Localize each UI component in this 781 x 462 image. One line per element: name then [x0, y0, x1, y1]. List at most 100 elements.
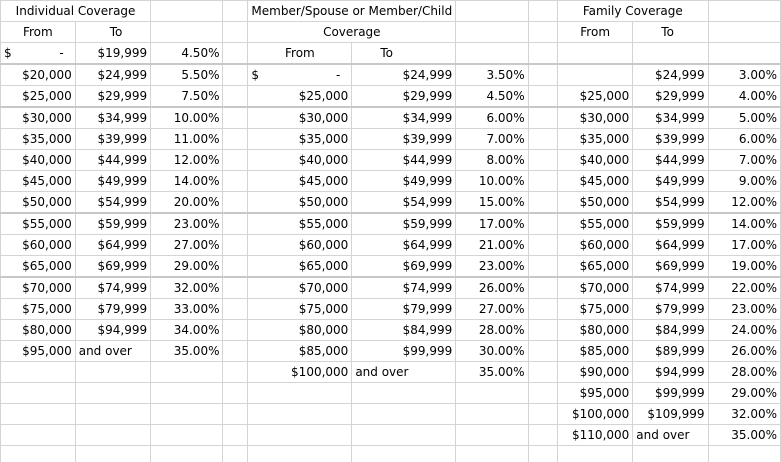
cell[interactable]: [150, 403, 224, 425]
to-cell[interactable]: $24,999: [632, 63, 709, 86]
cell[interactable]: [222, 170, 249, 192]
cell[interactable]: [222, 276, 249, 299]
rate-cell[interactable]: 11.00%: [150, 128, 224, 150]
cell[interactable]: [527, 85, 559, 108]
cell[interactable]: [351, 424, 457, 446]
cell[interactable]: [0, 382, 76, 404]
cell[interactable]: [707, 21, 781, 43]
from-cell[interactable]: $55,000: [247, 212, 353, 235]
individual-from-header[interactable]: From: [0, 21, 76, 43]
to-cell[interactable]: $34,999: [351, 106, 457, 129]
rate-cell[interactable]: 4.00%: [707, 85, 781, 108]
rate-cell[interactable]: 14.00%: [707, 212, 781, 235]
cell[interactable]: [222, 424, 249, 446]
from-cell[interactable]: $25,000: [247, 85, 353, 108]
cell[interactable]: [527, 234, 559, 256]
to-cell[interactable]: $99,999: [351, 340, 457, 362]
rate-cell[interactable]: 7.00%: [707, 149, 781, 171]
rate-cell[interactable]: 23.00%: [707, 298, 781, 320]
rate-cell[interactable]: 28.00%: [707, 361, 781, 383]
cell[interactable]: [0, 424, 76, 446]
cell[interactable]: [632, 445, 709, 462]
from-cell[interactable]: $55,000: [557, 212, 634, 235]
rate-cell[interactable]: 22.00%: [707, 276, 781, 299]
rate-cell[interactable]: 6.00%: [707, 128, 781, 150]
cell[interactable]: [527, 361, 559, 383]
rate-cell[interactable]: 7.00%: [455, 128, 529, 150]
to-cell[interactable]: $89,999: [632, 340, 709, 362]
rate-cell[interactable]: 34.00%: [150, 319, 224, 341]
from-cell[interactable]: $50,000: [557, 191, 634, 214]
cell[interactable]: [527, 42, 559, 65]
from-cell[interactable]: $25,000: [0, 85, 76, 108]
to-cell[interactable]: $49,999: [632, 170, 709, 192]
rate-cell[interactable]: 35.00%: [150, 340, 224, 362]
rate-cell[interactable]: 7.50%: [150, 85, 224, 108]
from-cell[interactable]: $35,000: [557, 128, 634, 150]
cell[interactable]: [455, 445, 529, 462]
family-from-header[interactable]: From: [557, 21, 634, 43]
individual-to-header[interactable]: To: [74, 21, 152, 43]
cell[interactable]: [351, 403, 457, 425]
from-cell[interactable]: $85,000: [557, 340, 634, 362]
from-cell[interactable]: $35,000: [0, 128, 76, 150]
from-cell[interactable]: $35,000: [247, 128, 353, 150]
cell[interactable]: [222, 340, 249, 362]
cell[interactable]: [351, 445, 457, 462]
rate-cell[interactable]: 27.00%: [455, 298, 529, 320]
cell[interactable]: [707, 42, 781, 65]
cell[interactable]: [527, 255, 559, 278]
rate-cell[interactable]: 8.00%: [455, 149, 529, 171]
cell[interactable]: [527, 149, 559, 171]
to-cell[interactable]: $64,999: [351, 234, 457, 256]
cell[interactable]: [0, 403, 76, 425]
rate-cell[interactable]: 27.00%: [150, 234, 224, 256]
to-cell[interactable]: $54,999: [74, 191, 152, 214]
from-cell[interactable]: $85,000: [247, 340, 353, 362]
to-cell[interactable]: $29,999: [351, 85, 457, 108]
from-cell[interactable]: $40,000: [557, 149, 634, 171]
from-cell[interactable]: $60,000: [557, 234, 634, 256]
from-cell[interactable]: $65,000: [557, 255, 634, 278]
to-cell[interactable]: $19,999: [74, 42, 152, 65]
from-cell[interactable]: $100,000: [557, 403, 634, 425]
rate-cell[interactable]: 23.00%: [455, 255, 529, 278]
rate-cell[interactable]: 10.00%: [150, 106, 224, 129]
from-cell[interactable]: $75,000: [247, 298, 353, 320]
rate-cell[interactable]: 12.00%: [150, 149, 224, 171]
cell[interactable]: [527, 340, 559, 362]
from-cell[interactable]: $ -: [0, 42, 76, 65]
rate-cell[interactable]: 33.00%: [150, 298, 224, 320]
rate-cell[interactable]: 21.00%: [455, 234, 529, 256]
cell[interactable]: [222, 361, 249, 383]
cell[interactable]: [527, 21, 559, 43]
cell[interactable]: [222, 382, 249, 404]
cell[interactable]: [222, 298, 249, 320]
to-cell[interactable]: $24,999: [351, 63, 457, 86]
cell[interactable]: [527, 424, 559, 446]
member-to-header[interactable]: To: [351, 42, 457, 65]
cell[interactable]: [455, 42, 529, 65]
rate-cell[interactable]: 19.00%: [707, 255, 781, 278]
rate-cell[interactable]: 26.00%: [455, 276, 529, 299]
cell[interactable]: [527, 0, 559, 22]
from-cell[interactable]: $95,000: [557, 382, 634, 404]
to-cell[interactable]: $59,999: [351, 212, 457, 235]
cell[interactable]: [74, 445, 152, 462]
cell[interactable]: [150, 424, 224, 446]
rate-cell[interactable]: 17.00%: [455, 212, 529, 235]
to-cell[interactable]: $44,999: [632, 149, 709, 171]
cell[interactable]: [222, 0, 249, 22]
cell[interactable]: [527, 298, 559, 320]
cell[interactable]: [222, 21, 249, 43]
to-cell[interactable]: and over: [351, 361, 457, 383]
to-cell[interactable]: $74,999: [632, 276, 709, 299]
to-cell[interactable]: $29,999: [74, 85, 152, 108]
cell[interactable]: [455, 0, 529, 22]
rate-cell[interactable]: 10.00%: [455, 170, 529, 192]
to-cell[interactable]: $69,999: [351, 255, 457, 278]
rate-cell[interactable]: 29.00%: [150, 255, 224, 278]
cell[interactable]: [527, 191, 559, 214]
from-cell[interactable]: $70,000: [0, 276, 76, 299]
rate-cell[interactable]: 6.00%: [455, 106, 529, 129]
